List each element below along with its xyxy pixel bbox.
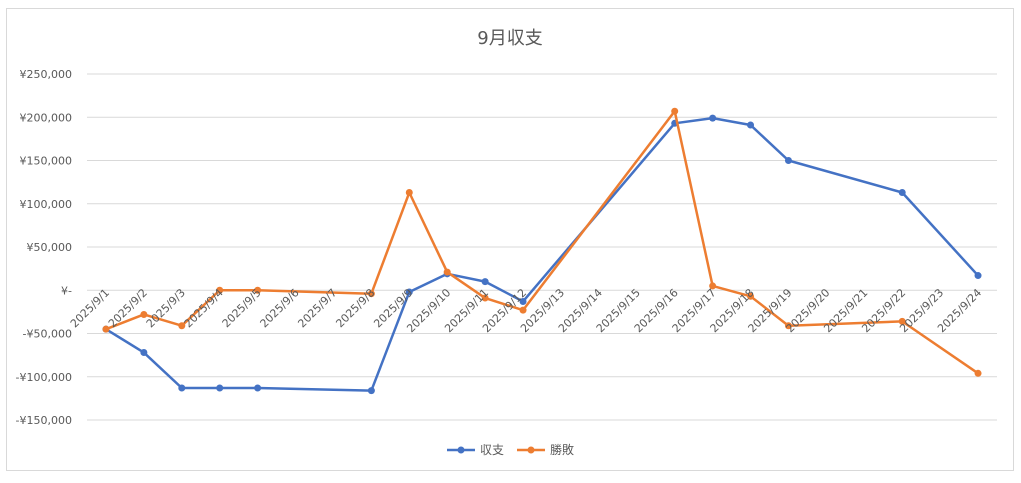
y-tick-label: ¥-: [61, 284, 72, 297]
data-point: [254, 286, 262, 294]
data-point: [405, 288, 413, 296]
data-point: [405, 189, 413, 197]
series-line: [105, 109, 979, 375]
data-point: [140, 310, 148, 318]
data-point: [102, 325, 110, 333]
y-tick-label: ¥100,000: [20, 198, 73, 211]
y-tick-label: ¥200,000: [20, 111, 73, 124]
legend-marker: [457, 446, 465, 454]
data-point: [784, 322, 792, 330]
data-point: [481, 278, 489, 286]
series-group: [102, 107, 982, 395]
series-1: [102, 114, 982, 395]
data-point: [784, 157, 792, 164]
legend-label: 収支: [480, 443, 504, 457]
data-point: [709, 282, 717, 290]
data-point: [519, 297, 527, 305]
y-tick-label: ¥50,000: [27, 241, 73, 254]
data-point: [898, 189, 906, 197]
data-point: [178, 322, 186, 330]
series-line: [105, 116, 979, 392]
data-point: [367, 387, 375, 395]
series-2: [102, 107, 982, 377]
x-tick-label: 2025/9/6: [258, 286, 302, 330]
data-point: [216, 286, 224, 294]
chart-title: 9月収支: [477, 28, 542, 49]
y-tick-label: ¥250,000: [20, 68, 73, 81]
data-point: [974, 272, 982, 280]
chart-frame: [6, 8, 1014, 471]
data-point: [140, 349, 148, 357]
data-point: [898, 317, 906, 325]
data-point: [671, 107, 679, 115]
data-point: [216, 384, 224, 392]
x-tick-label: 2025/9/2: [106, 286, 150, 330]
data-point: [747, 121, 755, 129]
x-tick-label: 2025/9/5: [220, 286, 264, 330]
legend-item: 収支: [447, 443, 504, 457]
y-tick-label: -¥100,000: [16, 371, 72, 384]
legend: 収支 勝敗: [447, 442, 574, 457]
legend-item: 勝敗: [517, 442, 574, 457]
y-axis-labels: ¥250,000 ¥200,000 ¥150,000 ¥100,000 ¥50,000 ¥…: [16, 68, 72, 427]
data-point: [709, 114, 717, 122]
data-point: [974, 369, 982, 377]
x-tick-label: 2025/9/4: [182, 286, 226, 330]
legend-label: 勝敗: [550, 442, 574, 457]
y-tick-label: -¥50,000: [23, 328, 72, 341]
y-tick-label: ¥150,000: [20, 155, 73, 168]
x-tick-label: 2025/9/1: [68, 286, 112, 330]
data-point: [367, 290, 375, 298]
data-point: [254, 384, 262, 392]
gridlines: [87, 73, 997, 421]
data-point: [178, 384, 186, 392]
y-tick-label: -¥150,000: [16, 414, 72, 427]
data-point: [443, 268, 451, 276]
legend-marker: [527, 446, 535, 454]
data-point: [481, 294, 489, 302]
data-point: [747, 292, 755, 300]
data-point: [519, 306, 527, 314]
